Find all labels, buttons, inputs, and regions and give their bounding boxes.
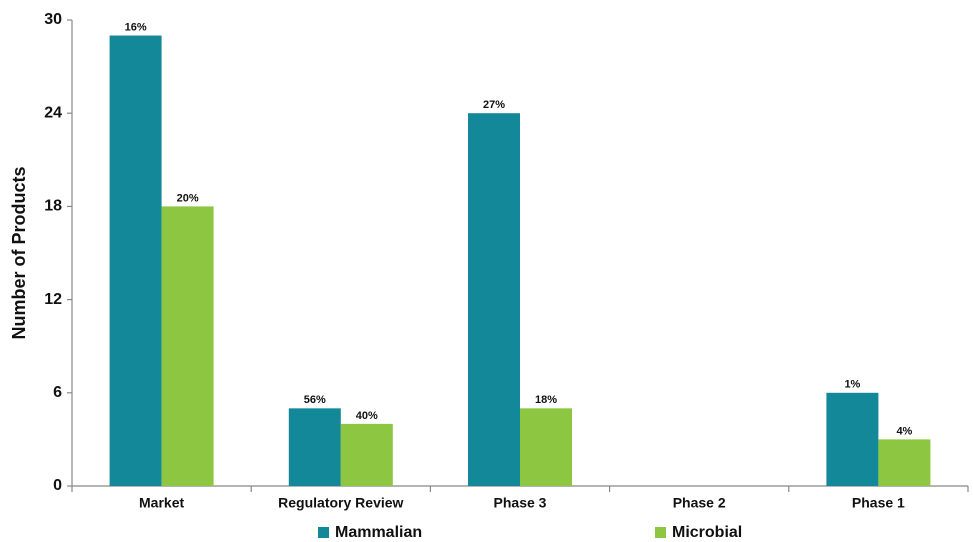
bar: [109, 35, 162, 487]
bar: [520, 408, 572, 486]
y-tick-label: 6: [53, 384, 62, 401]
bar: [161, 206, 214, 486]
bar: [878, 439, 931, 486]
y-tick-label: 24: [44, 104, 62, 121]
data-label: 56%: [304, 394, 326, 406]
data-label: 20%: [177, 192, 199, 204]
data-label: 1%: [844, 379, 860, 391]
y-tick-label: 12: [44, 291, 62, 308]
x-tick-label: Market: [139, 495, 184, 511]
data-label: 40%: [356, 410, 378, 422]
y-tick-label: 30: [44, 11, 62, 28]
x-tick-label: Phase 1: [852, 495, 905, 511]
y-axis-label: Number of Products: [9, 166, 29, 339]
legend-label: Mammalian: [335, 524, 422, 541]
bar: [468, 113, 520, 486]
x-tick-label: Phase 3: [494, 495, 547, 511]
data-label: 18%: [535, 394, 557, 406]
bar: [288, 408, 341, 486]
bar: [340, 423, 393, 486]
legend-swatch: [318, 527, 329, 538]
data-label: 4%: [896, 425, 912, 437]
bar: [826, 392, 879, 486]
y-tick-label: 18: [44, 198, 62, 215]
y-tick-label: 0: [53, 477, 62, 494]
x-tick-label: Regulatory Review: [278, 495, 403, 511]
x-tick-label: Phase 2: [673, 495, 726, 511]
legend-label: Microbial: [672, 524, 742, 541]
data-label: 16%: [125, 21, 147, 33]
legend-swatch: [655, 527, 666, 538]
data-label: 27%: [483, 99, 505, 111]
